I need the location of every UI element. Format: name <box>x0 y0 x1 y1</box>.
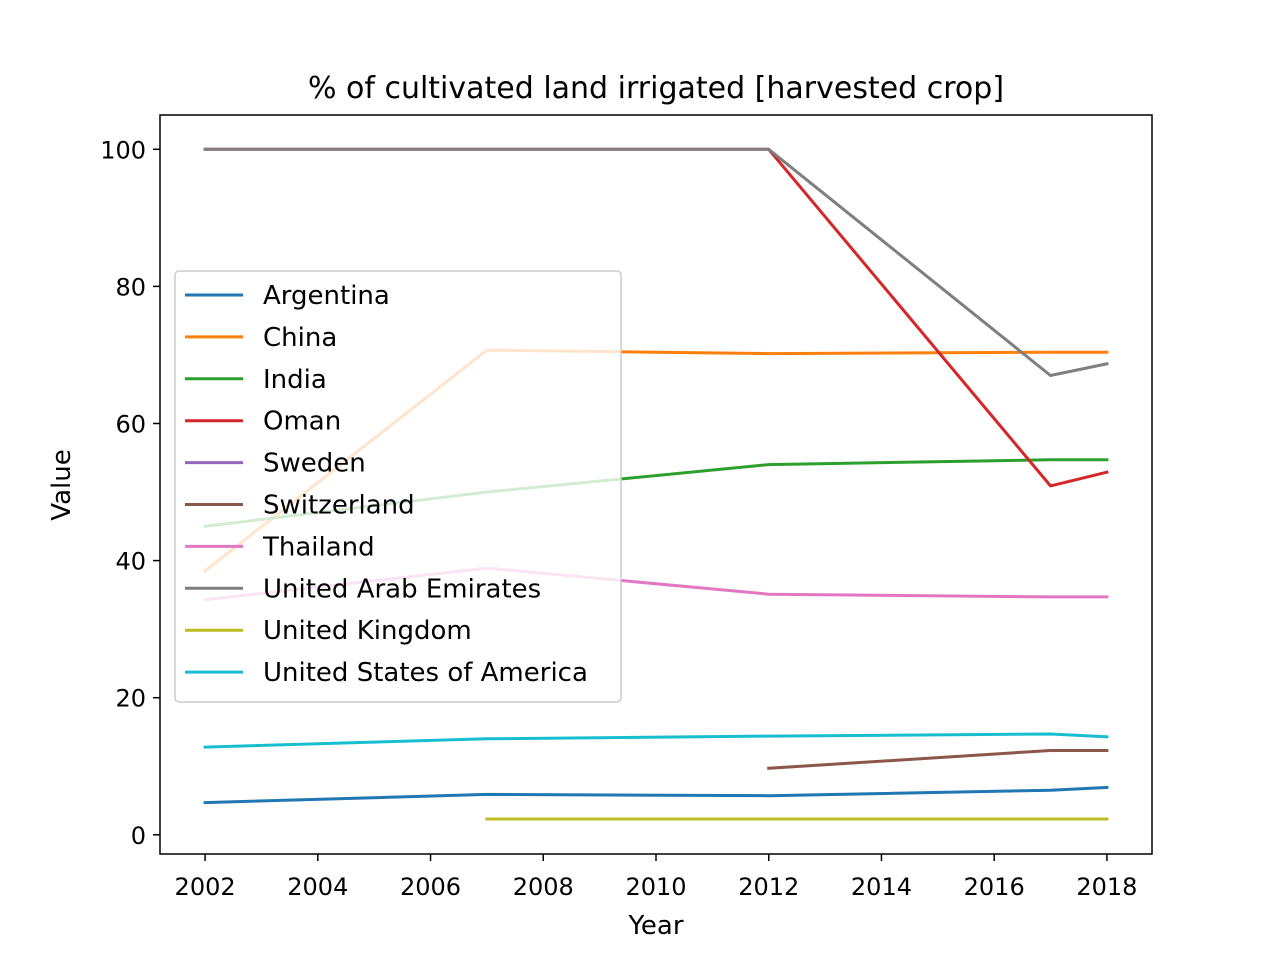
legend-box <box>174 270 622 703</box>
x-axis-label: Year <box>627 911 683 941</box>
x-tick-label: 2016 <box>964 873 1025 901</box>
y-tick-label: 60 <box>115 410 146 438</box>
legend-label-thailand: Thailand <box>262 532 375 562</box>
x-tick-label: 2002 <box>175 873 236 901</box>
x-tick-label: 2018 <box>1076 873 1137 901</box>
x-axis: 2002 2004 2006 2008 2010 2012 2014 2016 2018 <box>175 854 1137 901</box>
chart-title: % of cultivated land irrigated [harveste… <box>308 71 1004 106</box>
y-tick-label: 100 <box>100 136 146 164</box>
x-tick-label: 2004 <box>287 873 348 901</box>
series-line-united-arab-emirates <box>203 147 1109 377</box>
y-axis: 0 20 40 60 80 100 <box>100 136 160 850</box>
legend-label-switzerland: Switzerland <box>263 491 415 521</box>
series-line-united-states-of-america <box>203 732 1109 749</box>
series-line-switzerland <box>767 749 1109 770</box>
x-tick-label: 2014 <box>851 873 912 901</box>
y-tick-label: 40 <box>115 548 146 576</box>
x-tick-label: 2010 <box>625 873 686 901</box>
y-tick-label: 20 <box>115 685 146 713</box>
legend-label-sweden: Sweden <box>263 449 366 479</box>
y-tick-label: 0 <box>131 822 146 850</box>
legend-label-argentina: Argentina <box>263 281 390 311</box>
legend-label-united-kingdom: United Kingdom <box>263 616 472 646</box>
legend: Argentina China India Oman Sweden Switzerland… <box>174 270 622 703</box>
legend-label-united-arab-emirates: United Arab Emirates <box>263 574 541 604</box>
y-tick-label: 80 <box>115 273 146 301</box>
series-line-argentina <box>203 785 1109 805</box>
x-tick-label: 2008 <box>513 873 574 901</box>
legend-label-united-states-of-america: United States of America <box>263 658 588 688</box>
x-tick-label: 2006 <box>400 873 461 901</box>
y-axis-label: Value <box>47 449 77 520</box>
x-tick-label: 2012 <box>738 873 799 901</box>
legend-label-oman: Oman <box>263 407 341 437</box>
legend-label-china: China <box>263 323 337 353</box>
legend-label-india: India <box>263 365 327 395</box>
